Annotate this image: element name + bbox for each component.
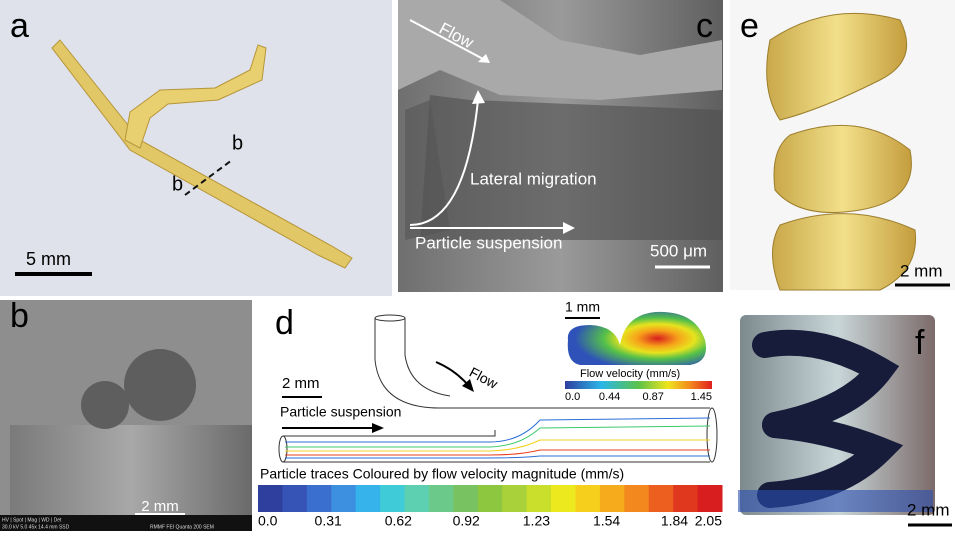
dye	[738, 490, 933, 512]
colorbar-segment	[380, 485, 405, 512]
colorbar-segment	[624, 485, 649, 512]
panel-c: c Flow Lateral migration Particle suspen…	[398, 0, 723, 292]
scale-label: 2 mm	[900, 261, 943, 280]
arrow	[372, 423, 384, 433]
panel-label: b	[10, 297, 29, 335]
colorbar-tick-label: 0.87	[642, 391, 663, 403]
colorbar-segment	[307, 485, 332, 512]
colorbar-segment	[502, 485, 527, 512]
scale-label: 2 mm	[907, 500, 950, 519]
panel-e: e 2 mm	[730, 0, 955, 290]
strand	[81, 381, 129, 429]
colorbar-segment	[478, 485, 503, 512]
panel-label: d	[275, 304, 294, 342]
channel-end	[707, 408, 717, 462]
scale-label: 2 mm	[282, 375, 320, 392]
inset-colorbar	[565, 381, 712, 389]
velocity-inset	[568, 312, 706, 365]
colorbar-segment	[575, 485, 600, 512]
info-text: 30.0 kV 5.0 45x 14.4 mm SSD	[2, 524, 70, 530]
colorbar-tick-label: 0.62	[385, 513, 412, 529]
colorbar-tick-label: 0.44	[599, 391, 620, 403]
panel-label: c	[696, 7, 713, 45]
colorbar-segment	[649, 485, 674, 512]
colorbar-segment	[405, 485, 430, 512]
colorbar-segment	[331, 485, 356, 512]
panel-a: a b b 5 mm	[0, 0, 392, 296]
figure: a b b 5 mm c Flow Lateral migration Part…	[0, 0, 955, 531]
colorbar-segment	[527, 485, 552, 512]
annotation: Particle suspension	[415, 233, 562, 252]
arrow	[436, 362, 468, 385]
inset-title: Flow velocity (mm/s)	[580, 368, 680, 380]
info-text: RMMF FEI Quanta 200 SEM	[150, 524, 214, 530]
annotation: Lateral migration	[470, 169, 597, 188]
colorbar-title: Particle traces Coloured by flow velocit…	[260, 466, 624, 482]
channel-outline	[405, 318, 450, 396]
colorbar-segment	[551, 485, 576, 512]
colorbar-segment	[282, 485, 307, 512]
section-mark: b	[172, 173, 183, 195]
channel-end	[375, 315, 405, 321]
strand	[124, 349, 196, 421]
annotation: Particle suspension	[280, 404, 401, 420]
panel-d: d Flow 2 mm Particle suspension 1 mm Flo…	[258, 299, 723, 529]
colorbar-segment	[673, 485, 698, 512]
colorbar-tick-label: 0.0	[258, 513, 278, 529]
colorbar-segment	[356, 485, 381, 512]
colorbar-tick-label: 0.0	[565, 391, 580, 403]
panel-b: b 2 mm HV | Spot | Mag | WD | Det 30.0 k…	[0, 297, 252, 531]
colorbar-segment	[258, 485, 283, 512]
channel-outline	[283, 430, 710, 462]
scale-label: 5 mm	[26, 249, 71, 269]
colorbar-tick-label: 1.23	[523, 513, 550, 529]
colorbar-tick-label: 1.54	[593, 513, 620, 529]
scale-label: 1 mm	[565, 299, 600, 315]
section-mark: b	[232, 132, 243, 154]
colorbar-tick-label: 0.31	[315, 513, 342, 529]
colorbar-tick-label: 1.45	[691, 391, 712, 403]
info-text: HV | Spot | Mag | WD | Det	[2, 517, 62, 523]
scale-label: 500 μm	[650, 241, 707, 260]
scale-label: 2 mm	[141, 498, 179, 515]
colorbar-tick-label: 1.84	[661, 513, 688, 529]
colorbar-tick-label: 2.05	[695, 513, 722, 529]
panel-label: e	[740, 7, 759, 45]
substrate	[10, 425, 252, 515]
colorbar-tick-label: 0.92	[453, 513, 480, 529]
colorbar-segment	[453, 485, 478, 512]
panel-label: f	[915, 324, 925, 362]
colorbar-segment	[429, 485, 454, 512]
panel-f: f 2 mm	[730, 305, 955, 531]
colorbar-segment	[600, 485, 625, 512]
panel-label: a	[10, 7, 29, 45]
colorbar-segment	[698, 485, 723, 512]
